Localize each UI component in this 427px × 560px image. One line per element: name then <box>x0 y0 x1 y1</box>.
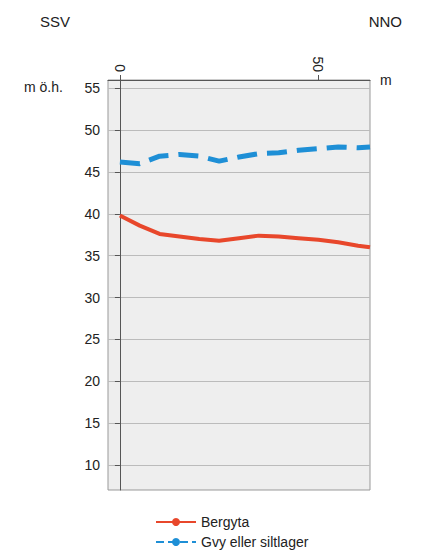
svg-text:Gvy eller siltlager: Gvy eller siltlager <box>201 534 309 550</box>
svg-text:m ö.h.: m ö.h. <box>24 79 63 95</box>
svg-text:20: 20 <box>84 373 100 389</box>
svg-text:45: 45 <box>84 164 100 180</box>
svg-text:35: 35 <box>84 248 100 264</box>
svg-text:Bergyta: Bergyta <box>201 514 249 530</box>
svg-text:50: 50 <box>84 122 100 138</box>
svg-text:25: 25 <box>84 331 100 347</box>
svg-text:10: 10 <box>84 457 100 473</box>
svg-text:15: 15 <box>84 415 100 431</box>
svg-text:50: 50 <box>310 56 326 72</box>
svg-text:30: 30 <box>84 290 100 306</box>
svg-text:m: m <box>380 72 392 88</box>
svg-text:NNO: NNO <box>369 13 402 30</box>
svg-text:SSV: SSV <box>40 13 70 30</box>
svg-text:55: 55 <box>84 80 100 96</box>
svg-text:0: 0 <box>112 64 128 72</box>
svg-text:40: 40 <box>84 206 100 222</box>
